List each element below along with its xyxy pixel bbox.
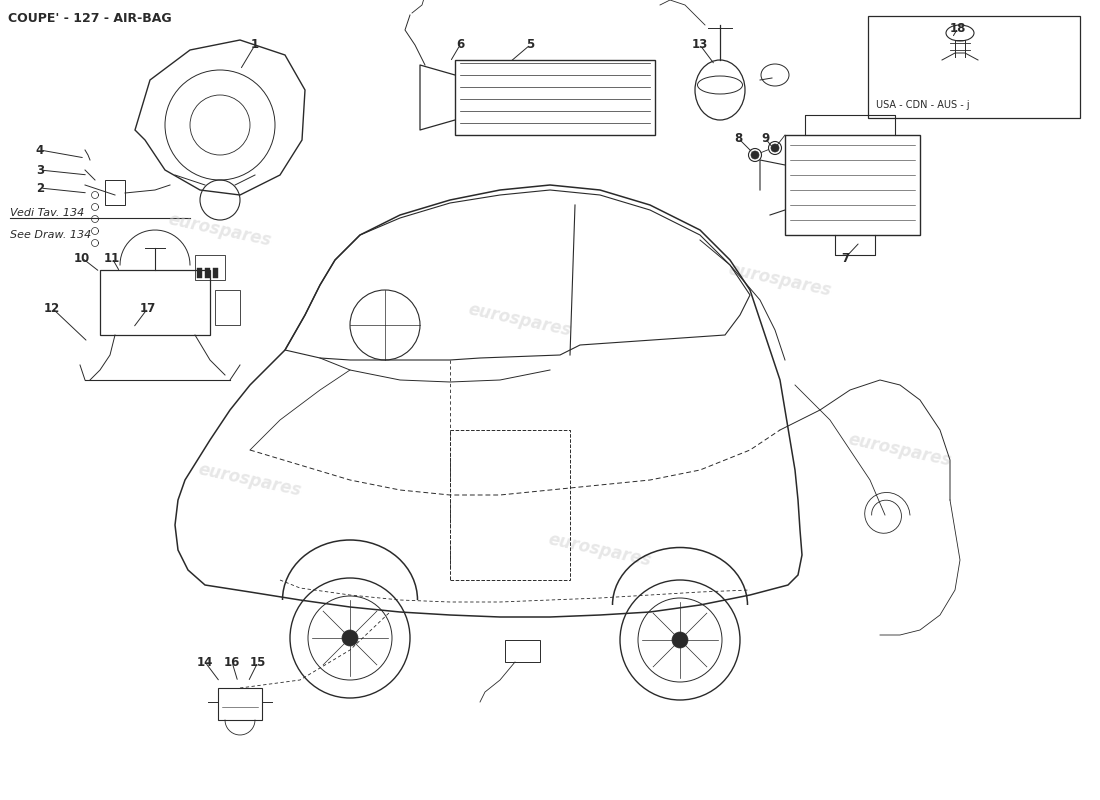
Text: USA - CDN - AUS - j: USA - CDN - AUS - j xyxy=(876,100,969,110)
Text: 4: 4 xyxy=(36,143,44,157)
Text: 6: 6 xyxy=(455,38,464,51)
Circle shape xyxy=(751,151,759,159)
Bar xyxy=(197,268,202,278)
Text: 8: 8 xyxy=(734,131,742,145)
Text: Vedi Tav. 134: Vedi Tav. 134 xyxy=(10,208,85,218)
Text: 7: 7 xyxy=(840,251,849,265)
Text: 14: 14 xyxy=(197,655,213,669)
Bar xyxy=(100,270,210,335)
Bar xyxy=(205,268,210,278)
Text: eurospares: eurospares xyxy=(847,430,954,470)
Bar xyxy=(195,255,226,280)
Text: See Draw. 134: See Draw. 134 xyxy=(10,230,91,240)
Bar xyxy=(104,180,125,205)
Text: 16: 16 xyxy=(223,655,240,669)
Bar xyxy=(455,60,654,135)
Text: 12: 12 xyxy=(44,302,60,314)
Bar xyxy=(214,290,240,325)
Text: 15: 15 xyxy=(250,655,266,669)
Text: 13: 13 xyxy=(692,38,708,51)
Bar xyxy=(218,688,262,720)
Bar xyxy=(213,268,218,278)
Circle shape xyxy=(672,632,688,648)
Text: 10: 10 xyxy=(74,251,90,265)
Text: 17: 17 xyxy=(140,302,156,314)
Text: eurospares: eurospares xyxy=(727,260,834,300)
Text: 3: 3 xyxy=(36,163,44,177)
Circle shape xyxy=(771,144,779,152)
Text: eurospares: eurospares xyxy=(547,530,653,570)
Text: 11: 11 xyxy=(103,251,120,265)
Text: 2: 2 xyxy=(36,182,44,194)
Circle shape xyxy=(748,149,761,162)
Text: 9: 9 xyxy=(761,131,769,145)
Text: eurospares: eurospares xyxy=(167,210,273,250)
Text: 5: 5 xyxy=(526,38,535,51)
Text: 1: 1 xyxy=(251,38,260,51)
Circle shape xyxy=(342,630,358,646)
Text: COUPE' - 127 - AIR-BAG: COUPE' - 127 - AIR-BAG xyxy=(8,12,172,25)
Circle shape xyxy=(769,142,781,154)
Text: 18: 18 xyxy=(949,22,966,34)
Text: eurospares: eurospares xyxy=(197,460,304,500)
Bar xyxy=(505,640,540,662)
Bar xyxy=(868,16,1080,118)
Bar xyxy=(450,430,570,580)
Text: eurospares: eurospares xyxy=(466,300,573,340)
Bar xyxy=(785,135,920,235)
